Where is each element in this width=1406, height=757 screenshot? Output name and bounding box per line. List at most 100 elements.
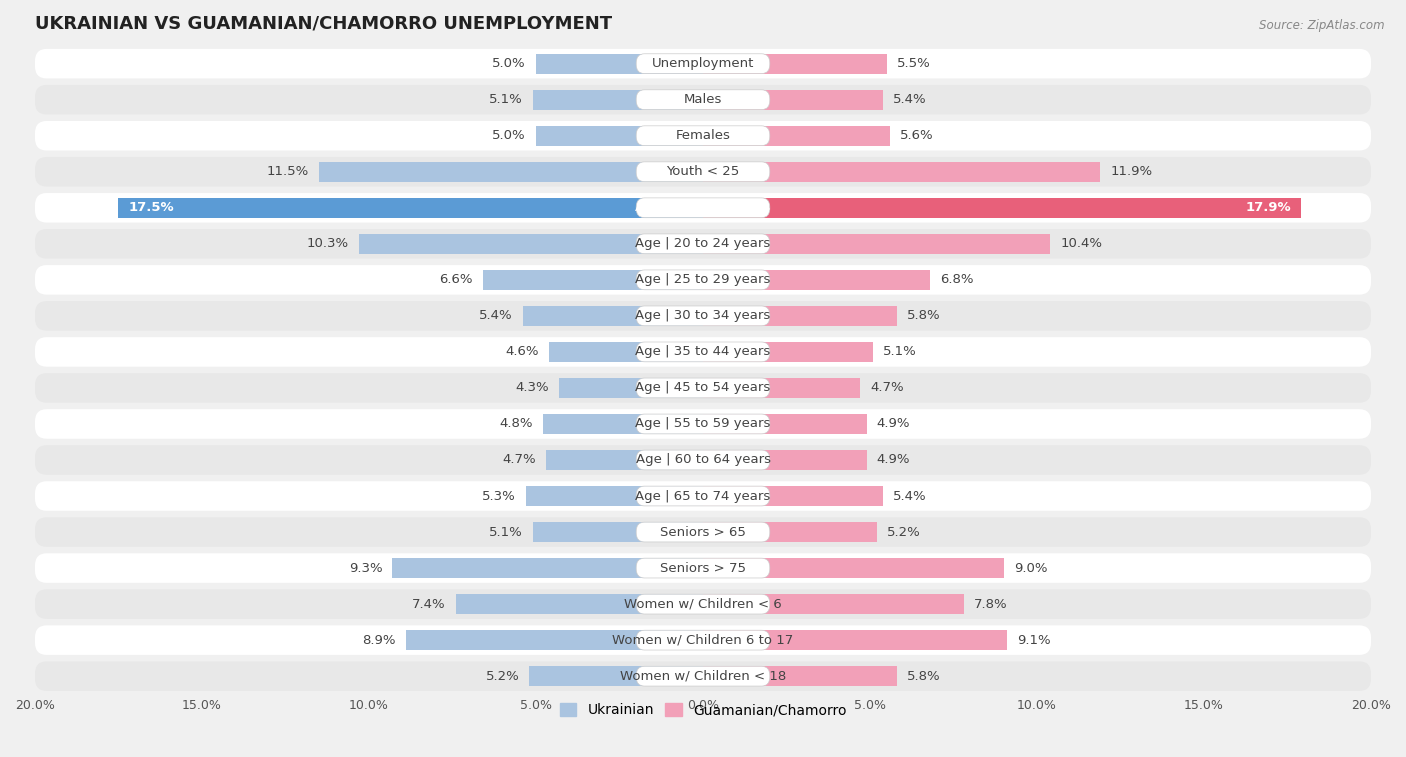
Bar bbox=[703, 198, 1301, 218]
Text: Women w/ Children < 6: Women w/ Children < 6 bbox=[624, 597, 782, 611]
Bar bbox=[533, 90, 703, 110]
Text: 8.9%: 8.9% bbox=[363, 634, 395, 646]
FancyBboxPatch shape bbox=[35, 85, 1371, 114]
FancyBboxPatch shape bbox=[35, 625, 1371, 655]
FancyBboxPatch shape bbox=[636, 54, 770, 73]
Text: 5.4%: 5.4% bbox=[479, 310, 513, 322]
FancyBboxPatch shape bbox=[636, 522, 770, 542]
Bar bbox=[703, 522, 877, 542]
Bar bbox=[560, 378, 703, 398]
Text: 5.2%: 5.2% bbox=[887, 525, 921, 538]
Text: 17.5%: 17.5% bbox=[128, 201, 174, 214]
Text: 7.4%: 7.4% bbox=[412, 597, 446, 611]
FancyBboxPatch shape bbox=[636, 450, 770, 470]
FancyBboxPatch shape bbox=[35, 662, 1371, 691]
Text: 4.9%: 4.9% bbox=[877, 417, 910, 431]
FancyBboxPatch shape bbox=[35, 157, 1371, 186]
FancyBboxPatch shape bbox=[35, 301, 1371, 331]
Bar bbox=[529, 666, 703, 686]
Text: UKRAINIAN VS GUAMANIAN/CHAMORRO UNEMPLOYMENT: UKRAINIAN VS GUAMANIAN/CHAMORRO UNEMPLOY… bbox=[35, 15, 612, 33]
Text: Age | 16 to 19 years: Age | 16 to 19 years bbox=[636, 201, 770, 214]
Bar bbox=[536, 126, 703, 145]
Text: Youth < 25: Youth < 25 bbox=[666, 165, 740, 178]
Text: 7.8%: 7.8% bbox=[973, 597, 1007, 611]
Text: Age | 65 to 74 years: Age | 65 to 74 years bbox=[636, 490, 770, 503]
Text: 5.8%: 5.8% bbox=[907, 670, 941, 683]
Text: 4.7%: 4.7% bbox=[870, 382, 904, 394]
Bar bbox=[526, 486, 703, 506]
Bar bbox=[536, 54, 703, 73]
Bar bbox=[703, 486, 883, 506]
Text: 5.1%: 5.1% bbox=[489, 93, 523, 106]
Bar bbox=[319, 162, 703, 182]
Text: 6.6%: 6.6% bbox=[439, 273, 472, 286]
FancyBboxPatch shape bbox=[35, 193, 1371, 223]
Text: Source: ZipAtlas.com: Source: ZipAtlas.com bbox=[1260, 19, 1385, 32]
FancyBboxPatch shape bbox=[636, 162, 770, 182]
Bar bbox=[392, 558, 703, 578]
Text: 4.9%: 4.9% bbox=[877, 453, 910, 466]
FancyBboxPatch shape bbox=[35, 410, 1371, 439]
Legend: Ukrainian, Guamanian/Chamorro: Ukrainian, Guamanian/Chamorro bbox=[554, 698, 852, 723]
FancyBboxPatch shape bbox=[636, 126, 770, 145]
Text: 10.3%: 10.3% bbox=[307, 238, 349, 251]
Bar bbox=[703, 306, 897, 326]
FancyBboxPatch shape bbox=[636, 270, 770, 290]
Text: 5.4%: 5.4% bbox=[893, 93, 927, 106]
Text: 4.7%: 4.7% bbox=[502, 453, 536, 466]
Text: 5.2%: 5.2% bbox=[485, 670, 519, 683]
Text: 4.8%: 4.8% bbox=[499, 417, 533, 431]
Text: Women w/ Children 6 to 17: Women w/ Children 6 to 17 bbox=[613, 634, 793, 646]
Text: 9.1%: 9.1% bbox=[1017, 634, 1050, 646]
FancyBboxPatch shape bbox=[35, 590, 1371, 619]
Bar bbox=[703, 162, 1101, 182]
Bar bbox=[533, 522, 703, 542]
FancyBboxPatch shape bbox=[636, 558, 770, 578]
Text: Age | 35 to 44 years: Age | 35 to 44 years bbox=[636, 345, 770, 358]
Text: 10.4%: 10.4% bbox=[1060, 238, 1102, 251]
FancyBboxPatch shape bbox=[636, 666, 770, 686]
FancyBboxPatch shape bbox=[35, 49, 1371, 79]
Text: 4.3%: 4.3% bbox=[516, 382, 550, 394]
FancyBboxPatch shape bbox=[636, 631, 770, 650]
Bar bbox=[703, 234, 1050, 254]
Text: Age | 45 to 54 years: Age | 45 to 54 years bbox=[636, 382, 770, 394]
Text: Age | 55 to 59 years: Age | 55 to 59 years bbox=[636, 417, 770, 431]
Bar bbox=[703, 594, 963, 614]
Text: 5.4%: 5.4% bbox=[893, 490, 927, 503]
Text: Seniors > 75: Seniors > 75 bbox=[659, 562, 747, 575]
Text: 5.0%: 5.0% bbox=[492, 58, 526, 70]
Text: 17.9%: 17.9% bbox=[1246, 201, 1291, 214]
Text: 5.3%: 5.3% bbox=[482, 490, 516, 503]
Text: 11.5%: 11.5% bbox=[267, 165, 309, 178]
Bar bbox=[456, 594, 703, 614]
FancyBboxPatch shape bbox=[636, 306, 770, 326]
Text: 5.1%: 5.1% bbox=[489, 525, 523, 538]
Text: 6.8%: 6.8% bbox=[941, 273, 974, 286]
Bar bbox=[703, 270, 931, 290]
FancyBboxPatch shape bbox=[35, 445, 1371, 475]
Bar bbox=[703, 666, 897, 686]
FancyBboxPatch shape bbox=[35, 121, 1371, 151]
Text: Males: Males bbox=[683, 93, 723, 106]
FancyBboxPatch shape bbox=[35, 373, 1371, 403]
Bar bbox=[703, 558, 1004, 578]
FancyBboxPatch shape bbox=[636, 414, 770, 434]
FancyBboxPatch shape bbox=[35, 517, 1371, 547]
Text: 9.0%: 9.0% bbox=[1014, 562, 1047, 575]
Bar bbox=[703, 378, 860, 398]
Text: 5.8%: 5.8% bbox=[907, 310, 941, 322]
FancyBboxPatch shape bbox=[636, 378, 770, 398]
Text: Age | 60 to 64 years: Age | 60 to 64 years bbox=[636, 453, 770, 466]
Text: Females: Females bbox=[675, 129, 731, 142]
Text: 11.9%: 11.9% bbox=[1111, 165, 1153, 178]
Bar bbox=[546, 450, 703, 470]
FancyBboxPatch shape bbox=[636, 234, 770, 254]
Bar bbox=[118, 198, 703, 218]
FancyBboxPatch shape bbox=[35, 229, 1371, 259]
Bar bbox=[703, 414, 866, 434]
Text: Age | 30 to 34 years: Age | 30 to 34 years bbox=[636, 310, 770, 322]
Bar bbox=[550, 342, 703, 362]
Text: 5.0%: 5.0% bbox=[492, 129, 526, 142]
Text: 5.6%: 5.6% bbox=[900, 129, 934, 142]
